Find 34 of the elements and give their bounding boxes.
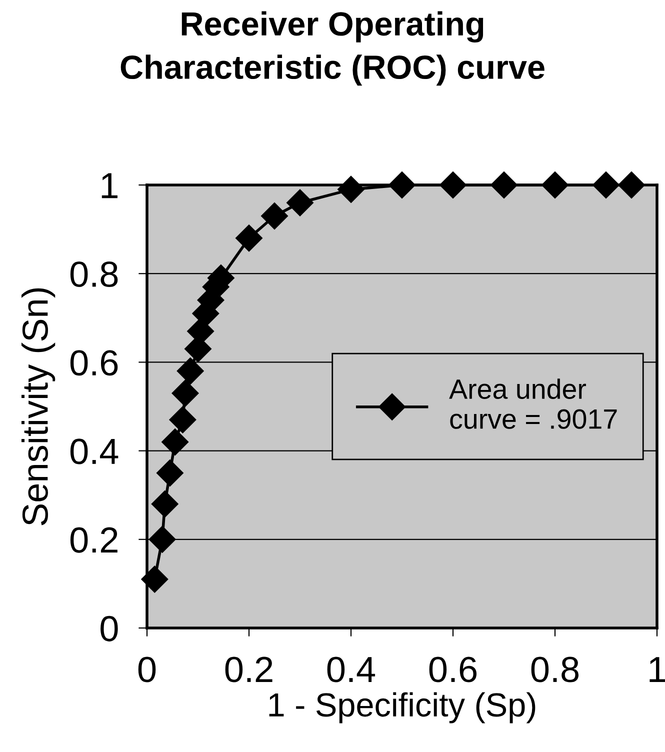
chart-title: Receiver Operating Characteristic (ROC) curve xyxy=(120,11,544,86)
point xyxy=(156,459,184,486)
point xyxy=(169,406,196,434)
x-axis-title: 1 - Specificity (Sp) xyxy=(269,692,536,724)
point xyxy=(542,172,568,198)
y-tick-label: 0.2 xyxy=(70,527,118,553)
x-tick-label: 0.8 xyxy=(531,656,579,682)
point xyxy=(141,566,168,593)
point xyxy=(490,172,518,198)
x-tick-label: 1 xyxy=(650,657,665,682)
x-tick-label: 0.2 xyxy=(225,656,272,682)
point xyxy=(388,172,416,198)
point xyxy=(261,202,288,230)
y-tick-label: 0.6 xyxy=(70,350,118,376)
y-tick-label: 1 xyxy=(102,173,118,198)
legend-label: Area under curve = .9017 xyxy=(449,378,617,429)
y-tick-label: 0 xyxy=(100,616,118,642)
point xyxy=(338,176,364,203)
point xyxy=(151,490,178,518)
point xyxy=(148,526,176,553)
point xyxy=(440,172,466,198)
x-tick-label: 0 xyxy=(138,656,156,682)
x-tick-label: 0.6 xyxy=(429,656,477,682)
y-axis-title: Sensitivity (Sn) xyxy=(21,288,56,526)
point xyxy=(236,224,262,252)
point xyxy=(172,380,199,407)
point xyxy=(618,172,645,198)
x-tick-label: 0.4 xyxy=(327,656,376,682)
point xyxy=(592,172,620,198)
point xyxy=(286,189,314,216)
point xyxy=(162,428,189,456)
y-tick-label: 0.4 xyxy=(70,438,118,464)
point xyxy=(176,358,204,385)
y-tick-label: 0.8 xyxy=(70,261,118,288)
